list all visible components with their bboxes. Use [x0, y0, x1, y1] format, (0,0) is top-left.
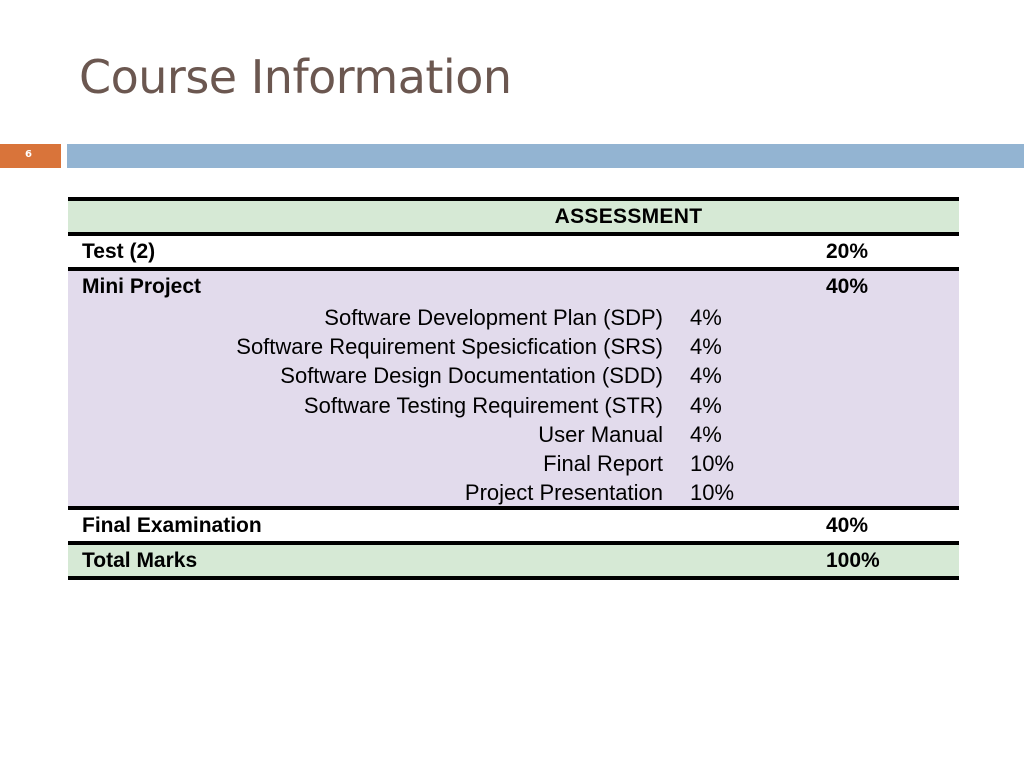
- breakdown-item: Software Requirement Spesicfication (SRS…: [68, 332, 959, 361]
- breakdown-item: Software Development Plan (SDP) 4%: [68, 303, 959, 332]
- breakdown-item: Software Design Documentation (SDD) 4%: [68, 361, 959, 390]
- assessment-table: ASSESSMENT Test (2) 20% Mini Project 40%…: [68, 197, 959, 580]
- total-value: 100%: [826, 549, 880, 572]
- breakdown-item-label: Project Presentation: [464, 480, 663, 506]
- header-accent-bar: [67, 144, 1024, 168]
- table-rule: [68, 197, 959, 201]
- table-rule: [68, 541, 959, 545]
- slide-title: Course Information: [79, 50, 512, 104]
- mini-project-label: Mini Project: [82, 275, 202, 298]
- breakdown-item-label: Software Design Documentation (SDD): [280, 363, 663, 389]
- breakdown-item-label: User Manual: [538, 421, 663, 447]
- breakdown-item-value: 4%: [690, 363, 722, 389]
- page-number-badge: 6: [0, 144, 61, 168]
- table-row-final-exam: Final Examination 40%: [68, 510, 959, 541]
- breakdown-item-label: Software Development Plan (SDP): [324, 305, 663, 330]
- table-header-row: ASSESSMENT: [68, 201, 959, 232]
- final-exam-value: 40%: [826, 514, 869, 537]
- test-label: Test (2): [82, 240, 156, 263]
- table-rule: [68, 576, 959, 580]
- breakdown-item-value: 4%: [690, 421, 722, 447]
- total-label: Total Marks: [82, 549, 198, 572]
- breakdown-item: Final Report 10%: [68, 449, 959, 478]
- test-value: 20%: [826, 240, 869, 263]
- breakdown-item-value: 10%: [690, 480, 735, 506]
- breakdown-item-label: Software Requirement Spesicfication (SRS…: [236, 334, 663, 360]
- table-header: ASSESSMENT: [554, 205, 703, 228]
- mini-project-breakdown: Software Development Plan (SDP) 4% Softw…: [68, 303, 959, 507]
- breakdown-item-value: 4%: [690, 334, 722, 360]
- final-exam-label: Final Examination: [82, 514, 262, 537]
- breakdown-item-value: 4%: [690, 305, 722, 330]
- table-row-test: Test (2) 20%: [68, 236, 959, 267]
- mini-project-value: 40%: [826, 275, 869, 298]
- breakdown-item-value: 10%: [690, 450, 735, 476]
- table-rule: [68, 506, 959, 510]
- table-row-total: Total Marks 100%: [68, 545, 959, 576]
- table-rule: [68, 267, 959, 271]
- page-number: 6: [25, 149, 32, 160]
- breakdown-item-label: Software Testing Requirement (STR): [303, 392, 663, 418]
- breakdown-item-value: 4%: [690, 392, 722, 418]
- breakdown-item: Project Presentation 10%: [68, 478, 959, 507]
- table-rule: [68, 232, 959, 236]
- breakdown-item-label: Final Report: [543, 450, 663, 476]
- table-row-mini-project: Mini Project 40% Software Development Pl…: [68, 271, 959, 506]
- breakdown-item: Software Testing Requirement (STR) 4%: [68, 391, 959, 420]
- breakdown-item: User Manual 4%: [68, 420, 959, 449]
